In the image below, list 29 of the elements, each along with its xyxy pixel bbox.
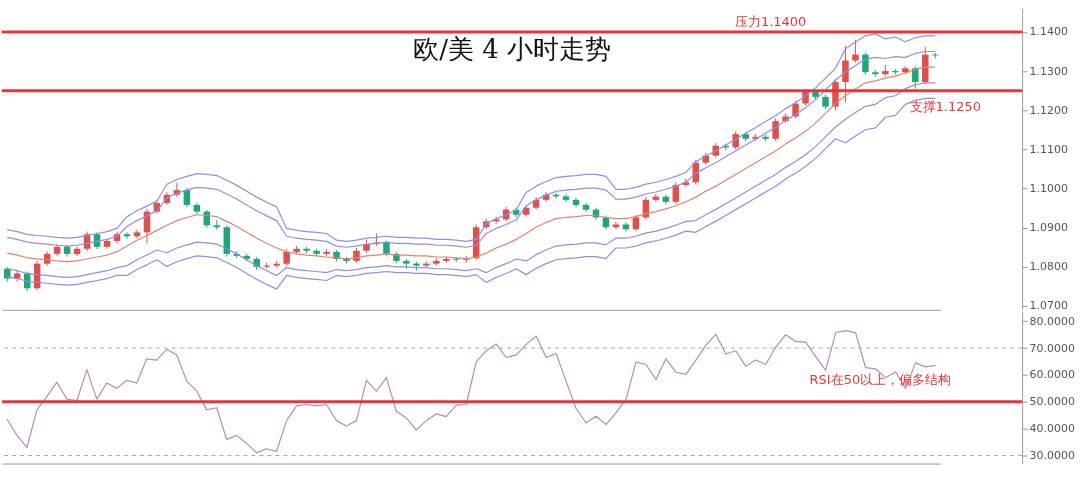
candlestick xyxy=(862,52,869,76)
ref-line-label: RSI在50以上，偏多结构 xyxy=(809,371,952,387)
candlestick xyxy=(562,193,570,203)
y-tick-label: 80.0000 xyxy=(1029,314,1075,328)
y-tick-label: 1.0800 xyxy=(1029,260,1068,274)
candlestick xyxy=(123,231,131,240)
candlestick xyxy=(842,45,849,103)
y-tick-label: 60.0000 xyxy=(1029,368,1075,382)
y-tick-label: 1.1400 xyxy=(1029,25,1068,39)
y-tick-label: 1.1200 xyxy=(1029,103,1068,117)
y-tick-label: 1.0700 xyxy=(1029,299,1068,313)
ref-line-label: 支撑1.1250 xyxy=(909,98,981,114)
candlestick xyxy=(772,117,779,142)
y-tick-label: 40.0000 xyxy=(1029,422,1075,436)
y-tick-label: 1.1100 xyxy=(1029,142,1068,156)
candlestick xyxy=(73,245,81,257)
y-tick-label: 1.0900 xyxy=(1029,221,1068,235)
candlestick xyxy=(652,193,660,203)
y-tick-label: 70.0000 xyxy=(1029,341,1075,355)
line-series xyxy=(6,330,937,454)
text: 欧/美 4 小时走势 xyxy=(413,34,611,65)
y-tick-label: 1.1000 xyxy=(1029,181,1068,195)
candlestick xyxy=(852,39,859,63)
candlestick xyxy=(912,65,919,90)
y-tick-label: 30.0000 xyxy=(1029,449,1075,463)
ref-line-label: 压力1.1400 xyxy=(734,13,807,29)
y-tick-label: 1.1300 xyxy=(1029,64,1068,78)
candlestick xyxy=(183,187,191,208)
y-tick-label: 50.0000 xyxy=(1029,395,1075,409)
